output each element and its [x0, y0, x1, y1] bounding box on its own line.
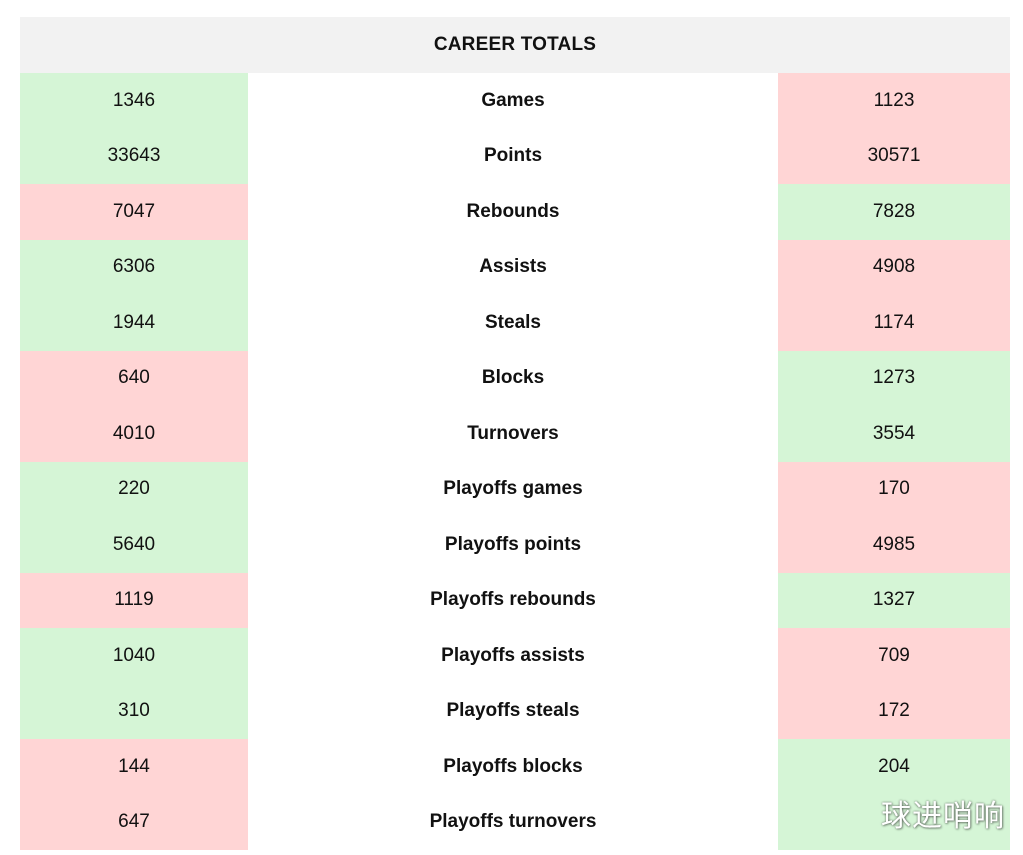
right-player-value: 709 — [778, 628, 1010, 684]
table-title: CAREER TOTALS — [433, 34, 597, 55]
left-player-value: 33643 — [20, 128, 248, 184]
table-row: 1040 Playoffs assists 709 — [20, 628, 1010, 684]
stat-label: Points — [248, 128, 778, 184]
watermark: 球进哨响 — [881, 799, 1005, 834]
table-row: 144 Playoffs blocks 204 — [20, 739, 1010, 795]
table-body: 1346 Games 1123 33643 Points 30571 7047 Rebound… — [20, 73, 1010, 850]
left-player-value: 6306 — [20, 239, 248, 295]
stat-label: Blocks — [248, 350, 778, 406]
stat-label: Rebounds — [248, 184, 778, 240]
left-player-value: 1119 — [20, 572, 248, 628]
left-player-value: 1346 — [20, 73, 248, 129]
table-row: 1944 Steals 1174 — [20, 295, 1010, 351]
table-row: 7047 Rebounds 7828 — [20, 184, 1010, 240]
table-row: 1119 Playoffs rebounds 1327 — [20, 572, 1010, 628]
career-totals-table: CAREER TOTALS 1346 Games 1123 33643 Points 30… — [20, 17, 1010, 850]
right-player-value: 1123 — [778, 73, 1010, 129]
right-player-value: 30571 — [778, 128, 1010, 184]
left-player-value: 220 — [20, 461, 248, 517]
right-player-value: 4908 — [778, 239, 1010, 295]
stat-label: Playoffs blocks — [248, 739, 778, 795]
table-row: 310 Playoffs steals 172 — [20, 683, 1010, 739]
left-player-value: 7047 — [20, 184, 248, 240]
left-player-value: 1040 — [20, 628, 248, 684]
stat-label: Playoffs rebounds — [248, 572, 778, 628]
left-player-value: 310 — [20, 683, 248, 739]
right-player-value: 1174 — [778, 295, 1010, 351]
stat-label: Playoffs games — [248, 461, 778, 517]
left-player-value: 640 — [20, 350, 248, 406]
table-row: 33643 Points 30571 — [20, 128, 1010, 184]
stat-label: Assists — [248, 239, 778, 295]
stat-label: Games — [248, 73, 778, 129]
left-player-value: 647 — [20, 794, 248, 850]
left-player-value: 144 — [20, 739, 248, 795]
stat-label: Playoffs assists — [248, 628, 778, 684]
stat-label: Steals — [248, 295, 778, 351]
stat-label: Playoffs turnovers — [248, 794, 778, 850]
right-player-value — [778, 794, 1010, 850]
stat-label: Playoffs steals — [248, 683, 778, 739]
left-player-value: 1944 — [20, 295, 248, 351]
right-player-value: 1273 — [778, 350, 1010, 406]
right-player-value: 4985 — [778, 517, 1010, 573]
table-header: CAREER TOTALS — [20, 17, 1010, 73]
right-player-value: 1327 — [778, 572, 1010, 628]
table-row: 220 Playoffs games 170 — [20, 461, 1010, 517]
stat-label: Turnovers — [248, 406, 778, 462]
stat-label: Playoffs points — [248, 517, 778, 573]
right-player-value: 172 — [778, 683, 1010, 739]
right-player-value: 204 — [778, 739, 1010, 795]
table-row: 6306 Assists 4908 — [20, 239, 1010, 295]
table-row: 1346 Games 1123 — [20, 73, 1010, 129]
right-player-value: 3554 — [778, 406, 1010, 462]
right-player-value: 7828 — [778, 184, 1010, 240]
left-player-value: 5640 — [20, 517, 248, 573]
right-player-value: 170 — [778, 461, 1010, 517]
table-row: 640 Blocks 1273 — [20, 350, 1010, 406]
table-row: 4010 Turnovers 3554 — [20, 406, 1010, 462]
left-player-value: 4010 — [20, 406, 248, 462]
table-row: 647 Playoffs turnovers — [20, 794, 1010, 850]
table-row: 5640 Playoffs points 4985 — [20, 517, 1010, 573]
